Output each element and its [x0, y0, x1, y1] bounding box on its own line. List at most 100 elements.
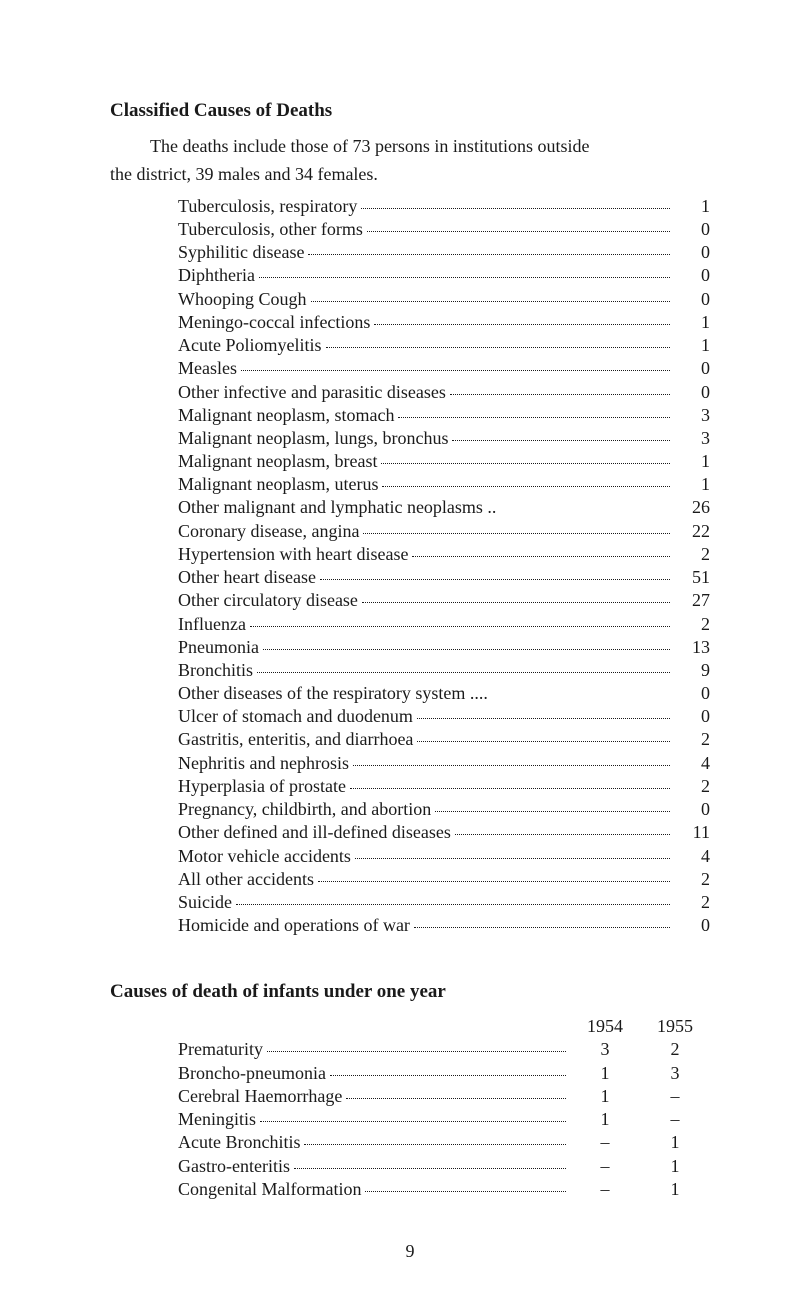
section1-title: Classified Causes of Deaths: [110, 100, 710, 122]
cause-value: 0: [674, 381, 710, 404]
infant-cause-label: Congenital Malformation: [178, 1178, 361, 1201]
infant-cause-label: Acute Bronchitis: [178, 1131, 300, 1154]
leader-dots: [308, 238, 670, 255]
leader-dots: [362, 586, 670, 603]
table-row: Malignant neoplasm, uterus 1: [178, 473, 710, 496]
leader-dots: [412, 540, 670, 557]
value-1955: –: [640, 1085, 710, 1108]
cause-value: 0: [674, 682, 710, 705]
leader-dots: [260, 1105, 566, 1122]
cause-value: 1: [674, 334, 710, 357]
cause-label: Whooping Cough: [178, 288, 307, 311]
cause-label: Bronchitis: [178, 659, 253, 682]
cause-label: Malignant neoplasm, stomach: [178, 404, 394, 427]
infant-cause-label: Prematurity: [178, 1038, 263, 1061]
leader-dots: [304, 1128, 566, 1145]
leader-dots: [381, 447, 670, 464]
leader-dots: [353, 748, 670, 765]
cause-label: Diphtheria: [178, 264, 255, 287]
cause-value: 2: [674, 613, 710, 636]
cause-value: 1: [674, 195, 710, 218]
cause-label: Pregnancy, childbirth, and abortion: [178, 798, 431, 821]
leader-dots: [417, 702, 670, 719]
cause-value: 3: [674, 427, 710, 450]
section2-title: Causes of death of infants under one yea…: [110, 981, 710, 1003]
cause-value: 0: [674, 357, 710, 380]
cause-value: 0: [674, 705, 710, 728]
leader-dots: [382, 470, 670, 487]
leader-dots: [367, 215, 670, 232]
value-1955: –: [640, 1108, 710, 1131]
infant-cause-label: Gastro-enteritis: [178, 1155, 290, 1178]
cause-value: 51: [674, 566, 710, 589]
value-1955: 3: [640, 1062, 710, 1085]
cause-label: Malignant neoplasm, uterus: [178, 473, 378, 496]
leader-dots: [398, 401, 670, 418]
cause-value: 0: [674, 218, 710, 241]
value-1955: 1: [640, 1155, 710, 1178]
cause-value: 2: [674, 891, 710, 914]
cause-label: Hyperplasia of prostate: [178, 775, 346, 798]
cause-value: 1: [674, 473, 710, 496]
cause-label: Tuberculosis, respiratory: [178, 195, 357, 218]
leader-dots: [236, 888, 670, 905]
cause-value: 0: [674, 798, 710, 821]
leader-dots: [326, 331, 671, 348]
leader-dots: [241, 354, 670, 371]
section1-intro-contd: the district, 39 males and 34 females.: [110, 162, 710, 186]
leader-dots: [346, 1082, 566, 1099]
value-1954: –: [570, 1178, 640, 1201]
cause-value: 0: [674, 288, 710, 311]
cause-value: 4: [674, 752, 710, 775]
year-col-1954: 1954: [570, 1015, 640, 1038]
page-number: 9: [110, 1241, 710, 1262]
leader-dots: [417, 725, 670, 742]
document-page: Classified Causes of Deaths The deaths i…: [0, 0, 800, 1302]
cause-value: 26: [674, 496, 710, 519]
cause-value: 1: [674, 311, 710, 334]
cause-label: Other heart disease: [178, 566, 316, 589]
leader-dots: [257, 656, 670, 673]
leader-dots: [355, 841, 670, 858]
value-1954: –: [570, 1131, 640, 1154]
cause-value: 1: [674, 450, 710, 473]
cause-value: 2: [674, 728, 710, 751]
cause-label: Nephritis and nephrosis: [178, 752, 349, 775]
cause-label: Measles: [178, 357, 237, 380]
leader-dots: [318, 865, 670, 882]
leader-dots: [374, 308, 670, 325]
leader-dots: [350, 772, 670, 789]
value-1954: –: [570, 1155, 640, 1178]
leader-dots: [361, 192, 670, 209]
value-1954: 3: [570, 1038, 640, 1061]
leader-dots: [330, 1058, 566, 1075]
cause-label: Suicide: [178, 891, 232, 914]
leader-dots: [250, 609, 670, 626]
cause-label: Pneumonia: [178, 636, 259, 659]
cause-label: Coronary disease, angina: [178, 520, 359, 543]
leader-dots: [455, 818, 670, 835]
infant-cause-label: Broncho-pneumonia: [178, 1062, 326, 1085]
cause-value: 3: [674, 404, 710, 427]
section1-intro: The deaths include those of 73 persons i…: [110, 134, 710, 158]
leader-dots: [259, 261, 670, 278]
cause-value: 0: [674, 241, 710, 264]
value-1954: 1: [570, 1085, 640, 1108]
leader-dots: [294, 1151, 566, 1168]
causes-list: Tuberculosis, respiratory1Tuberculosis, …: [178, 195, 710, 938]
cause-value: 22: [674, 520, 710, 543]
year-col-1955: 1955: [640, 1015, 710, 1038]
infant-cause-label: Meningitis: [178, 1108, 256, 1131]
leader-dots: [365, 1175, 566, 1192]
cause-label: Ulcer of stomach and duodenum: [178, 705, 413, 728]
leader-dots: [452, 424, 670, 441]
cause-value: 13: [674, 636, 710, 659]
cause-value: 2: [674, 543, 710, 566]
value-1955: 1: [640, 1131, 710, 1154]
leader-dots: [263, 633, 670, 650]
value-1955: 1: [640, 1178, 710, 1201]
infant-causes-table: 1954 1955 Prematurity32Broncho-pneumonia…: [178, 1015, 710, 1201]
leader-dots: [311, 284, 671, 301]
cause-label: Malignant neoplasm, breast: [178, 450, 377, 473]
table-row: Bronchitis9: [178, 659, 710, 682]
